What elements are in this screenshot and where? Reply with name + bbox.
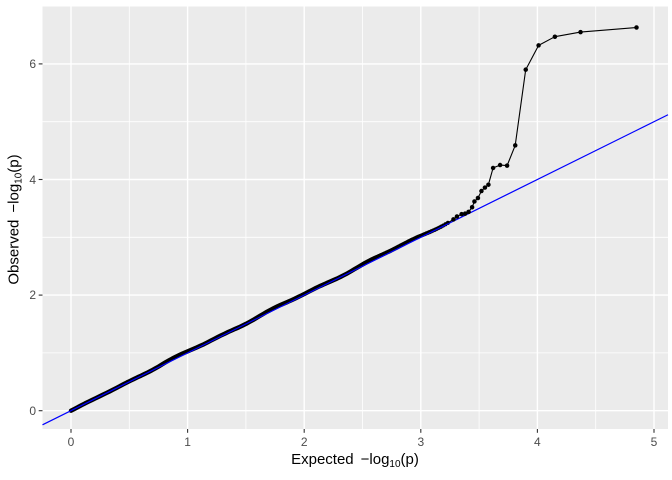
x-axis-title-subscript: 10 (389, 459, 401, 470)
data-point (512, 143, 518, 148)
data-point (482, 185, 488, 190)
data-point (479, 188, 484, 194)
data-point (451, 217, 456, 222)
data-point (552, 34, 558, 39)
x-axis-title: Expected −log10(p) (42, 451, 668, 470)
y-axis-title: Observed −log10(p) (5, 120, 25, 320)
x-tick-label: 5 (650, 435, 658, 449)
data-point (472, 199, 477, 204)
x-axis-title-suffix: (p) (400, 451, 419, 468)
x-axis-title-word: Expected (291, 451, 354, 468)
data-point (469, 204, 475, 210)
y-tick-label: 0 (29, 403, 36, 418)
data-point (466, 209, 471, 215)
x-tick-label: 2 (300, 435, 308, 449)
data-point (634, 25, 639, 30)
identity-line (42, 114, 669, 426)
x-tick-label: 1 (184, 435, 191, 449)
data-point (462, 211, 468, 216)
x-tick-label: 4 (534, 435, 541, 449)
x-tick-label: 3 (417, 435, 425, 449)
x-axis-title-log: −log (360, 451, 390, 468)
data-point (578, 29, 583, 35)
y-axis-title-suffix: (p) (5, 154, 23, 173)
data-point (486, 182, 491, 187)
data-point (536, 43, 541, 48)
y-tick-label: 2 (29, 288, 36, 303)
y-tick-label: 6 (29, 56, 36, 71)
data-point (490, 165, 496, 171)
data-point (454, 214, 460, 219)
y-axis-title-subscript: 10 (13, 172, 25, 184)
data-point (475, 195, 481, 201)
y-axis-title-word: Observed (5, 219, 23, 285)
plot-panel (42, 6, 668, 429)
x-tick-label: 0 (67, 435, 75, 449)
data-point (459, 211, 464, 217)
data-point (497, 162, 503, 168)
y-tick-label: 4 (29, 172, 36, 187)
data-point (523, 67, 528, 72)
data-point (504, 163, 510, 168)
y-axis-title-log: −log (5, 183, 23, 213)
